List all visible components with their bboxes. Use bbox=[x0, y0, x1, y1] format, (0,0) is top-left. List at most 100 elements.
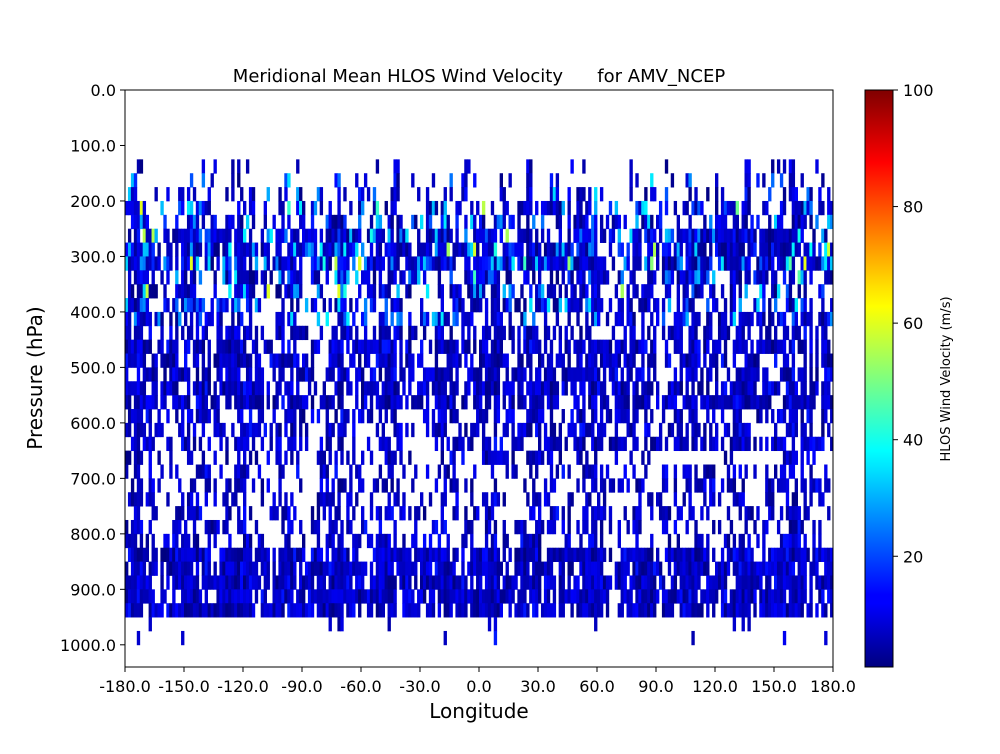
heatmap-cell-3116 bbox=[623, 339, 627, 354]
heatmap-cell-4097 bbox=[779, 506, 784, 521]
heatmap-cell-2168 bbox=[473, 603, 477, 618]
heatmap-cell-2757 bbox=[567, 228, 571, 243]
heatmap-cell-2118 bbox=[467, 270, 471, 285]
heatmap-cell-2464 bbox=[520, 561, 524, 576]
heatmap-cell-562 bbox=[207, 519, 211, 535]
heatmap-cell-4245 bbox=[800, 173, 804, 188]
heatmap-cell-2987 bbox=[597, 561, 601, 576]
heatmap-cell-4295 bbox=[806, 242, 810, 257]
heatmap-cell-947 bbox=[272, 367, 276, 382]
heatmap-cell-4136 bbox=[785, 367, 790, 382]
heatmap-cell-2615 bbox=[543, 298, 548, 313]
heatmap-cell-2125 bbox=[467, 436, 471, 452]
heatmap-cell-3495 bbox=[688, 173, 692, 188]
heatmap-cell-3041 bbox=[608, 228, 613, 243]
heatmap-cell-850 bbox=[251, 187, 256, 202]
heatmap-cell-3135 bbox=[626, 381, 630, 396]
heatmap-cell-276 bbox=[163, 533, 167, 549]
heatmap-cell-1099 bbox=[296, 228, 300, 243]
heatmap-cell-2285 bbox=[490, 561, 495, 576]
heatmap-cell-291 bbox=[166, 533, 170, 549]
heatmap-cell-1823 bbox=[417, 228, 421, 243]
heatmap-cell-1252 bbox=[325, 311, 329, 327]
heatmap-cell-3180 bbox=[632, 561, 636, 576]
heatmap-cell-500 bbox=[198, 339, 203, 354]
heatmap-cell-2695 bbox=[555, 214, 560, 230]
heatmap-cell-3918 bbox=[750, 367, 754, 382]
heatmap-cell-63 bbox=[130, 589, 135, 604]
heatmap-cell-1837 bbox=[420, 298, 424, 313]
heatmap-cell-366 bbox=[181, 256, 185, 271]
heatmap-cell-3551 bbox=[694, 339, 698, 354]
heatmap-cell-2970 bbox=[594, 575, 598, 590]
heatmap-cell-2450 bbox=[520, 228, 524, 243]
heatmap-cell-787 bbox=[243, 325, 247, 341]
heatmap-cell-816 bbox=[245, 395, 250, 410]
heatmap-cell-2504 bbox=[526, 533, 530, 549]
heatmap-cell-3333 bbox=[658, 506, 663, 521]
heatmap-cell-220 bbox=[151, 436, 155, 452]
heatmap-cell-1656 bbox=[387, 464, 391, 479]
heatmap-cell-4269 bbox=[803, 200, 807, 216]
heatmap-cell-121 bbox=[136, 575, 141, 590]
heatmap-cell-108 bbox=[136, 381, 141, 396]
heatmap-cell-1158 bbox=[304, 575, 309, 590]
heatmap-cell-1455 bbox=[355, 325, 359, 341]
heatmap-cell-3543 bbox=[694, 200, 698, 216]
heatmap-cell-191 bbox=[148, 256, 152, 271]
heatmap-cell-3073 bbox=[614, 422, 619, 438]
heatmap-cell-1898 bbox=[431, 311, 436, 327]
heatmap-cell-2417 bbox=[511, 464, 515, 479]
heatmap-cell-1136 bbox=[302, 228, 306, 243]
heatmap-cell-3071 bbox=[614, 395, 619, 410]
heatmap-cell-2038 bbox=[452, 409, 456, 424]
heatmap-cell-637 bbox=[222, 381, 226, 396]
heatmap-cell-1936 bbox=[437, 395, 442, 410]
heatmap-cell-1102 bbox=[296, 284, 300, 299]
heatmap-cell-3930 bbox=[753, 353, 757, 368]
heatmap-cell-1219 bbox=[319, 242, 324, 257]
heatmap-cell-1420 bbox=[349, 228, 353, 243]
heatmap-cell-3924 bbox=[750, 575, 754, 590]
heatmap-cell-3078 bbox=[617, 214, 621, 230]
heatmap-cell-2904 bbox=[588, 325, 592, 341]
heatmap-cell-2910 bbox=[588, 422, 592, 438]
heatmap-cell-2466 bbox=[520, 589, 524, 604]
heatmap-cell-1520 bbox=[366, 353, 371, 368]
x-tick-label-12: 180.0 bbox=[810, 677, 856, 696]
heatmap-cell-899 bbox=[260, 395, 265, 410]
heatmap-cell-14 bbox=[125, 519, 129, 535]
heatmap-cell-2047 bbox=[452, 589, 456, 604]
heatmap-cell-2326 bbox=[496, 353, 501, 368]
heatmap-cell-1949 bbox=[440, 242, 444, 257]
heatmap-cell-4279 bbox=[803, 353, 807, 368]
heatmap-cell-1741 bbox=[399, 353, 403, 368]
heatmap-cell-2332 bbox=[496, 492, 501, 507]
heatmap-cell-4227 bbox=[797, 200, 801, 216]
heatmap-cell-1573 bbox=[375, 506, 380, 521]
heatmap-cell-789 bbox=[243, 353, 247, 368]
heatmap-cell-790 bbox=[243, 381, 247, 396]
heatmap-cell-3732 bbox=[723, 395, 728, 410]
heatmap-cell-3128 bbox=[626, 242, 630, 257]
heatmap-cell-4346 bbox=[815, 353, 819, 368]
heatmap-cell-888 bbox=[257, 422, 262, 438]
heatmap-cell-1977 bbox=[443, 339, 447, 354]
heatmap-cell-1210 bbox=[316, 533, 321, 549]
heatmap-cell-3388 bbox=[670, 228, 675, 243]
heatmap-cell-1039 bbox=[287, 284, 291, 299]
heatmap-cell-2823 bbox=[576, 519, 580, 535]
heatmap-cell-3861 bbox=[741, 603, 745, 618]
heatmap-cell-2039 bbox=[452, 436, 456, 452]
heatmap-cell-2968 bbox=[594, 547, 598, 562]
heatmap-cell-1945 bbox=[437, 603, 442, 618]
heatmap-cell-1517 bbox=[366, 270, 371, 285]
heatmap-cell-1443 bbox=[352, 450, 356, 465]
heatmap-cell-4234 bbox=[797, 339, 801, 354]
heatmap-cell-3427 bbox=[676, 339, 680, 354]
heatmap-cell-849 bbox=[248, 603, 253, 618]
heatmap-cell-432 bbox=[189, 228, 194, 243]
heatmap-cell-3987 bbox=[762, 561, 766, 576]
heatmap-cell-3346 bbox=[661, 506, 666, 521]
heatmap-cell-1239 bbox=[322, 450, 326, 465]
